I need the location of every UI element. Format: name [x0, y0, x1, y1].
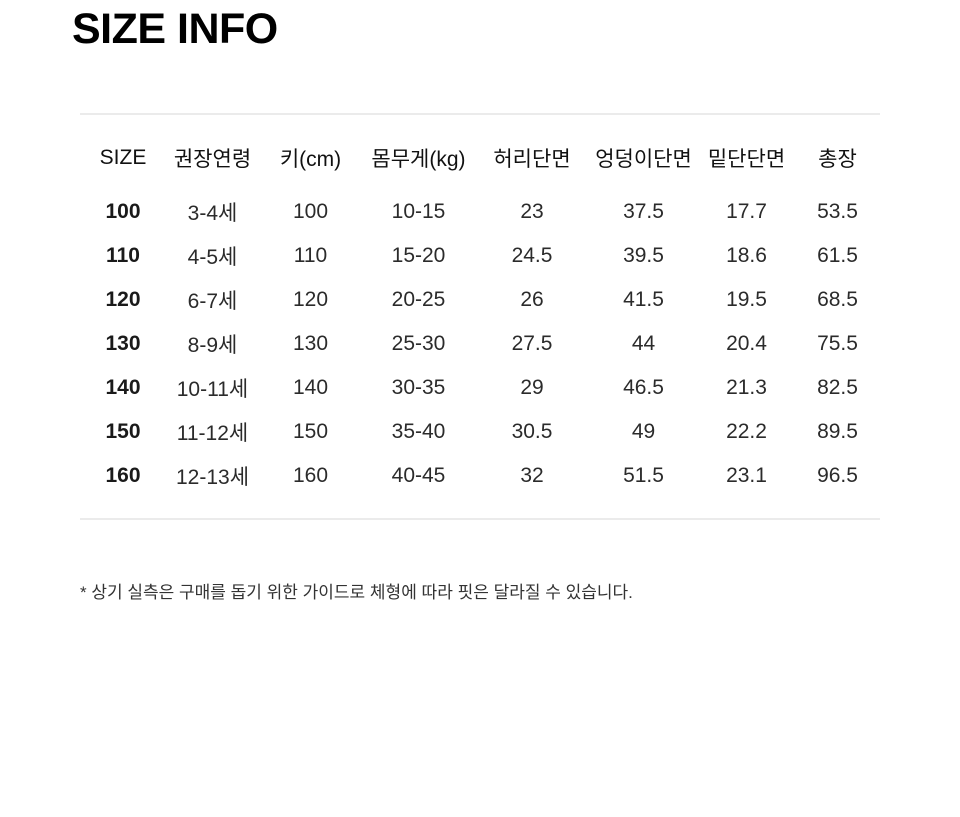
- column-header-몸무게(kg): 몸무게(kg): [371, 148, 466, 171]
- value-cell: 160: [292, 464, 329, 487]
- value-cell: 25-30: [391, 332, 446, 355]
- table-bottom-divider: [80, 518, 880, 520]
- table-row: 160 12-13세 160 40-45 32 51.5 23.1 96.5: [80, 454, 880, 498]
- value-cell: 20.4: [726, 332, 767, 355]
- value-cell: 12-13세: [175, 466, 250, 489]
- value-cell: 17.7: [726, 200, 767, 223]
- value-cell: 89.5: [817, 420, 858, 443]
- value-cell: 10-11세: [176, 378, 249, 401]
- value-cell: 110: [293, 244, 328, 267]
- value-cell: 21.3: [726, 376, 767, 399]
- value-cell: 24.5: [511, 244, 553, 267]
- size-cell: 130: [105, 332, 141, 355]
- column-header-키(cm): 키(cm): [279, 148, 342, 171]
- value-cell: 32: [520, 464, 544, 487]
- value-cell: 26: [520, 288, 544, 311]
- value-cell: 39.5: [623, 244, 664, 267]
- table-row: 130 8-9세 130 25-30 27.5 44 20.4 75.5: [80, 322, 880, 366]
- value-cell: 150: [292, 420, 329, 443]
- value-cell: 30.5: [511, 420, 553, 443]
- value-cell: 11-12세: [176, 422, 249, 445]
- value-cell: 68.5: [817, 288, 858, 311]
- value-cell: 29: [520, 376, 544, 399]
- value-cell: 20-25: [391, 288, 446, 311]
- size-table-body: 100 3-4세 100 10-15 23 37.5 17.7 53.5 110 4-5세 110 1…: [80, 180, 880, 498]
- value-cell: 53.5: [817, 200, 858, 223]
- column-header-밑단단면: 밑단단면: [707, 148, 786, 171]
- value-cell: 61.5: [817, 244, 858, 267]
- size-cell: 100: [105, 200, 141, 223]
- size-cell: 140: [105, 376, 141, 399]
- value-cell: 130: [292, 332, 329, 355]
- table-row: 110 4-5세 110 15-20 24.5 39.5 18.6 61.5: [80, 234, 880, 278]
- value-cell: 46.5: [623, 376, 664, 399]
- value-cell: 44: [631, 332, 656, 355]
- size-table: SIZE 권장연령 키(cm) 몸무게(kg) 허리단면 엉덩이단면 밑단단면 총장 100 3…: [80, 136, 880, 498]
- value-cell: 19.5: [726, 288, 767, 311]
- value-cell: 10-15: [391, 200, 446, 223]
- size-cell: 150: [105, 420, 141, 443]
- table-row: 140 10-11세 140 30-35 29 46.5 21.3 82.5: [80, 366, 880, 410]
- table-top-divider: [80, 113, 880, 115]
- size-cell: 110: [106, 244, 140, 267]
- size-guide-footnote: * 상기 실측은 구매를 돕기 위한 가이드로 체형에 따라 핏은 달라질 수 …: [80, 583, 633, 602]
- table-row: 100 3-4세 100 10-15 23 37.5 17.7 53.5: [80, 180, 880, 234]
- column-header-엉덩이단면: 엉덩이단면: [595, 148, 692, 171]
- value-cell: 8-9세: [187, 334, 238, 357]
- value-cell: 15-20: [391, 244, 446, 267]
- value-cell: 18.6: [726, 244, 767, 267]
- value-cell: 82.5: [817, 376, 858, 399]
- table-row: 120 6-7세 120 20-25 26 41.5 19.5 68.5: [80, 278, 880, 322]
- page-title: SIZE INFO: [72, 5, 278, 53]
- column-header-size: SIZE: [99, 146, 147, 169]
- size-cell: 120: [105, 288, 141, 311]
- value-cell: 75.5: [817, 332, 858, 355]
- value-cell: 30-35: [391, 376, 446, 399]
- value-cell: 40-45: [391, 464, 446, 487]
- table-header-row: SIZE 권장연령 키(cm) 몸무게(kg) 허리단면 엉덩이단면 밑단단면 총장: [80, 136, 880, 180]
- value-cell: 23.1: [726, 464, 767, 487]
- value-cell: 6-7세: [187, 290, 238, 313]
- value-cell: 49: [631, 420, 656, 443]
- value-cell: 41.5: [623, 288, 664, 311]
- value-cell: 96.5: [817, 464, 858, 487]
- value-cell: 37.5: [623, 200, 664, 223]
- value-cell: 51.5: [623, 464, 664, 487]
- value-cell: 22.2: [726, 420, 767, 443]
- value-cell: 120: [292, 288, 329, 311]
- value-cell: 27.5: [511, 332, 553, 355]
- size-cell: 160: [105, 464, 141, 487]
- column-header-총장: 총장: [818, 148, 857, 171]
- value-cell: 100: [292, 200, 329, 223]
- column-header-권장연령: 권장연령: [173, 148, 252, 171]
- size-info-section: SIZE INFO SIZE 권장연령 키(cm) 몸무게(kg) 허리단면 엉덩이단면 밑…: [0, 8, 960, 603]
- table-row: 150 11-12세 150 35-40 30.5 49 22.2 89.5: [80, 410, 880, 454]
- value-cell: 4-5세: [187, 246, 238, 269]
- value-cell: 3-4세: [187, 202, 238, 225]
- value-cell: 23: [520, 200, 544, 223]
- value-cell: 140: [292, 376, 329, 399]
- column-header-허리단면: 허리단면: [493, 148, 571, 171]
- value-cell: 35-40: [391, 420, 446, 443]
